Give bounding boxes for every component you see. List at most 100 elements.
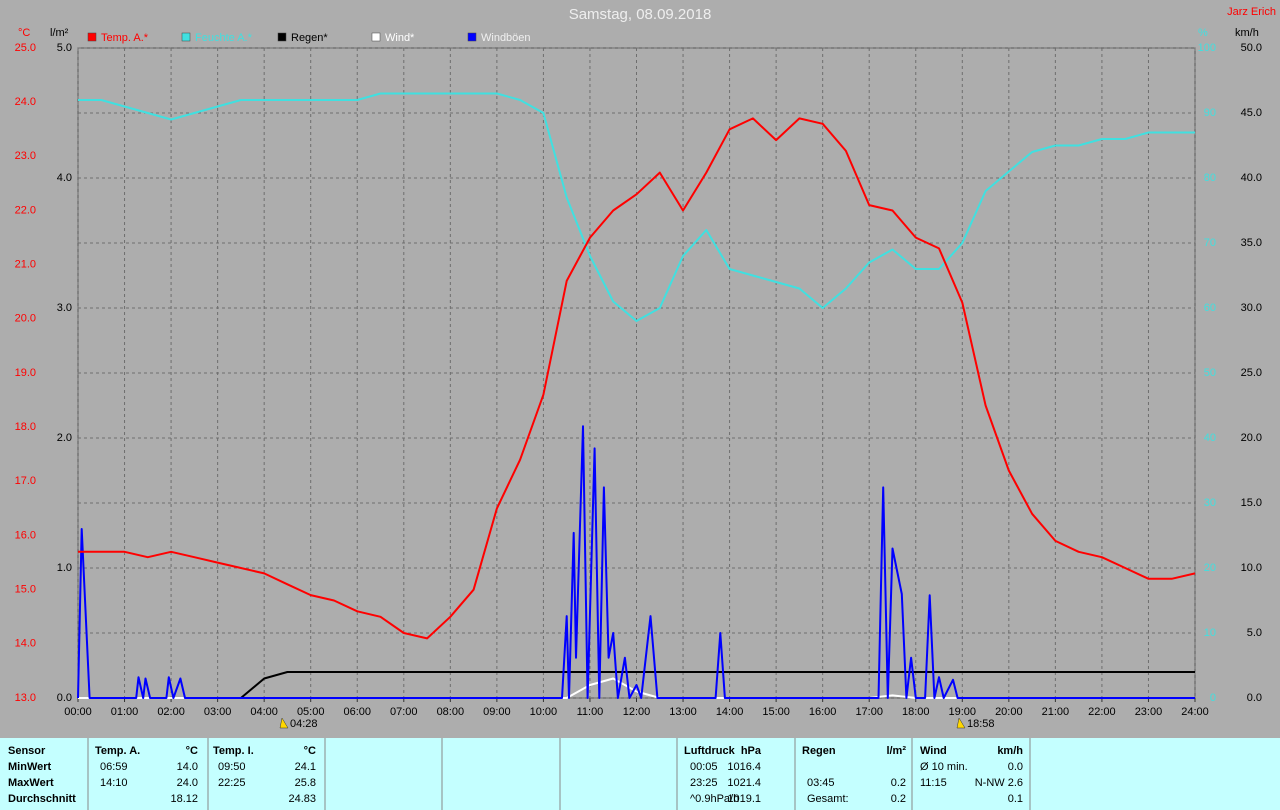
cell-time: 22:25	[218, 777, 246, 789]
cell-time: 00:05	[690, 761, 718, 773]
author: Jarz Erich	[1227, 6, 1276, 18]
x-tick-label: 11:00	[577, 706, 604, 718]
y2-tick-label: 10	[1204, 627, 1216, 639]
y-tick-label: 16.0	[15, 529, 36, 541]
y-tick-label: 13.0	[15, 692, 36, 704]
column-header: Wind	[920, 745, 947, 757]
cell-time: ^0.9hPa/h	[690, 793, 739, 805]
y3-tick-label: 2.0	[57, 432, 72, 444]
table-separators	[87, 738, 1031, 810]
cell-value: 0.2	[891, 777, 906, 789]
column-unit: °C	[304, 745, 316, 757]
y3-tick-label: 1.0	[57, 562, 72, 574]
series-line	[78, 117, 1196, 640]
legend-label: Wind*	[385, 32, 415, 44]
column-unit: hPa	[741, 745, 762, 757]
stats-table	[0, 738, 1280, 810]
x-tick-label: 08:00	[437, 706, 465, 718]
sun-icon	[279, 717, 289, 729]
x-tick-label: 02:00	[157, 706, 185, 718]
y-tick-label: 22.0	[15, 204, 36, 216]
y4-tick-label: 40.0	[1241, 172, 1262, 184]
y3-tick-label: 0.0	[57, 692, 72, 704]
cell-value: 0.1	[1008, 793, 1023, 805]
x-tick-label: 12:00	[623, 706, 651, 718]
x-tick-label: 09:00	[483, 706, 511, 718]
y-tick-label: 23.0	[15, 150, 36, 162]
y-tick-label: 21.0	[15, 259, 36, 271]
x-tick-label: 00:00	[64, 706, 92, 718]
cell-time: 14:10	[100, 777, 128, 789]
y3-tick-label: 4.0	[57, 172, 72, 184]
x-tick-label: 05:00	[297, 706, 325, 718]
cell-time: 06:59	[100, 761, 128, 773]
column-unit: km/h	[997, 745, 1023, 757]
y-tick-label: 24.0	[15, 96, 36, 108]
cell-value: 18.12	[170, 793, 198, 805]
legend-swatch	[467, 32, 477, 42]
y-tick-label: 14.0	[15, 638, 36, 650]
y3-axis-unit: l/m²	[50, 27, 69, 39]
y2-tick-label: 80	[1204, 172, 1216, 184]
cell-value: 24.0	[177, 777, 198, 789]
y-tick-label: 15.0	[15, 584, 36, 596]
y4-tick-label: 45.0	[1241, 107, 1262, 119]
series-line	[77, 425, 1195, 699]
y2-tick-label: 40	[1204, 432, 1216, 444]
y2-tick-label: 20	[1204, 562, 1216, 574]
x-tick-label: 23:00	[1135, 706, 1163, 718]
y4-tick-label: 50.0	[1241, 42, 1262, 54]
y-tick-label: 25.0	[15, 42, 36, 54]
column-header: Luftdruck	[684, 745, 736, 757]
column-unit: l/m²	[886, 745, 906, 757]
column-unit: °C	[186, 745, 198, 757]
y4-tick-label: 10.0	[1241, 562, 1262, 574]
x-tick-label: 03:00	[204, 706, 232, 718]
y4-tick-label: 30.0	[1241, 302, 1262, 314]
y2-tick-label: 0	[1210, 692, 1216, 704]
x-tick-label: 19:00	[949, 706, 977, 718]
sunrise-label: 04:28	[290, 718, 318, 730]
x-tick-label: 18:00	[902, 706, 930, 718]
y2-tick-label: 30	[1204, 497, 1216, 509]
series-line	[78, 671, 1195, 699]
x-tick-label: 20:00	[995, 706, 1023, 718]
cell-value: 0.2	[891, 793, 906, 805]
y2-tick-label: 60	[1204, 302, 1216, 314]
y2-tick-label: 100	[1198, 42, 1216, 54]
y2-tick-label: 70	[1204, 237, 1216, 249]
sunset-label: 18:58	[967, 718, 995, 730]
cell-time: 11:15	[920, 777, 947, 789]
x-tick-label: 01:00	[111, 706, 139, 718]
column-header: Temp. A.	[95, 745, 140, 757]
legend-label: Windböen	[481, 32, 531, 44]
y4-tick-label: 25.0	[1241, 367, 1262, 379]
cell-value: 1016.4	[727, 761, 761, 773]
x-tick-label: 13:00	[669, 706, 697, 718]
cell-time: 09:50	[218, 761, 246, 773]
x-tick-label: 06:00	[343, 706, 371, 718]
x-tick-label: 14:00	[716, 706, 744, 718]
sunrise-marker: 04:28	[279, 717, 318, 730]
cell-time: Ø 10 min.	[920, 761, 968, 773]
y-tick-label: 19.0	[15, 367, 36, 379]
cell-time: Gesamt:	[807, 793, 849, 805]
cell-value: 1021.4	[727, 777, 761, 789]
sunset-marker: 18:58	[956, 717, 995, 730]
y2-tick-label: 50	[1204, 367, 1216, 379]
legend-label: Temp. A.*	[101, 32, 149, 44]
sun-icon	[956, 717, 966, 729]
y3-tick-label: 5.0	[57, 42, 72, 54]
cell-value: 24.83	[288, 793, 316, 805]
x-tick-label: 16:00	[809, 706, 837, 718]
cell-value: N-NW 2.6	[975, 777, 1023, 789]
column-header: Regen	[802, 745, 836, 757]
x-tick-label: 17:00	[855, 706, 883, 718]
y-tick-label: 17.0	[15, 475, 36, 487]
series-line	[78, 92, 1195, 322]
cell-value: 0.0	[1008, 761, 1023, 773]
y2-axis-unit: %	[1198, 27, 1208, 39]
legend-swatch	[371, 32, 381, 42]
y4-tick-label: 20.0	[1241, 432, 1262, 444]
x-tick-label: 22:00	[1088, 706, 1116, 718]
